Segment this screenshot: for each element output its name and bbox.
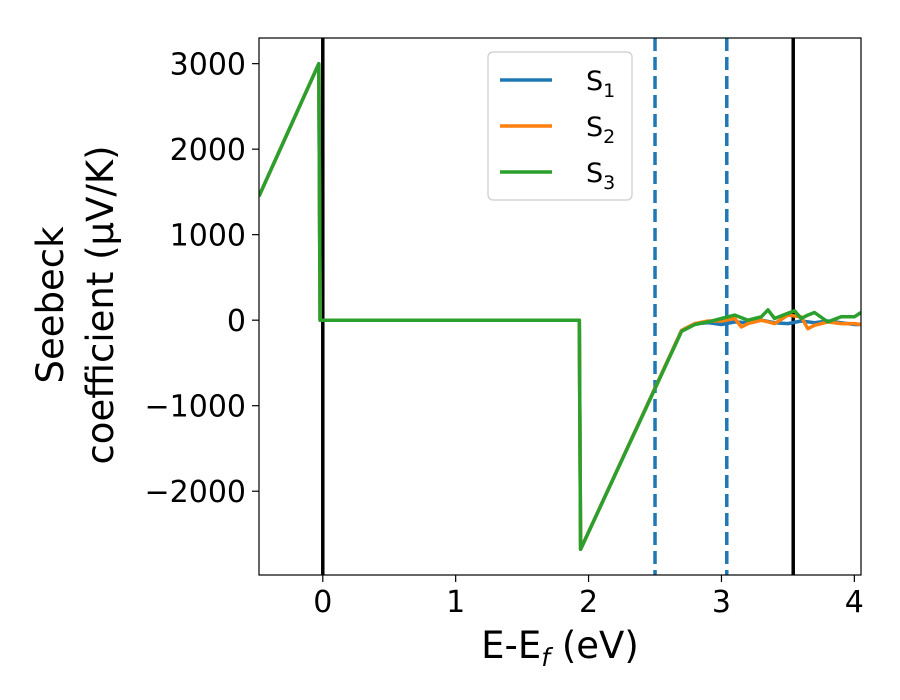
legend-box — [487, 51, 633, 201]
x-tick-label: 1 — [446, 585, 465, 620]
legend: S1 S2 S3 — [487, 51, 633, 201]
y-axis-label-line1: Seebeck — [29, 226, 72, 384]
x-axis-label: E-Ef (eV) — [481, 624, 639, 672]
vertical-reference-lines — [321, 38, 795, 575]
x-tick-label: 2 — [579, 585, 598, 620]
y-tick-label: 1000 — [170, 219, 246, 254]
x-tick-label: 4 — [845, 585, 864, 620]
x-axis-label-main: E-E — [481, 624, 541, 667]
y-tick-label: −1000 — [145, 390, 246, 425]
legend-label-s1: S1 — [586, 66, 615, 102]
x-axis-label-unit: (eV) — [550, 624, 639, 667]
y-tick-label: 0 — [227, 304, 246, 339]
x-axis-ticks: 0 1 2 3 4 — [313, 575, 864, 620]
legend-label-s2: S2 — [586, 112, 615, 148]
y-tick-label: 2000 — [170, 133, 246, 168]
y-tick-label: −2000 — [145, 475, 246, 510]
y-tick-label: 3000 — [170, 48, 246, 83]
series-lines — [259, 61, 861, 552]
plot-frame — [258, 37, 862, 576]
legend-label-s3: S3 — [586, 158, 615, 194]
series-line-s3 — [259, 61, 861, 552]
x-tick-label: 3 — [712, 585, 731, 620]
x-tick-label: 0 — [313, 585, 332, 620]
y-axis-label-line2: coefficient (μV/K) — [79, 145, 122, 464]
y-axis-ticks: 3000 2000 1000 0 −1000 −2000 — [145, 48, 259, 510]
y-axis-label: Seebeck coefficient (μV/K) — [29, 145, 122, 464]
